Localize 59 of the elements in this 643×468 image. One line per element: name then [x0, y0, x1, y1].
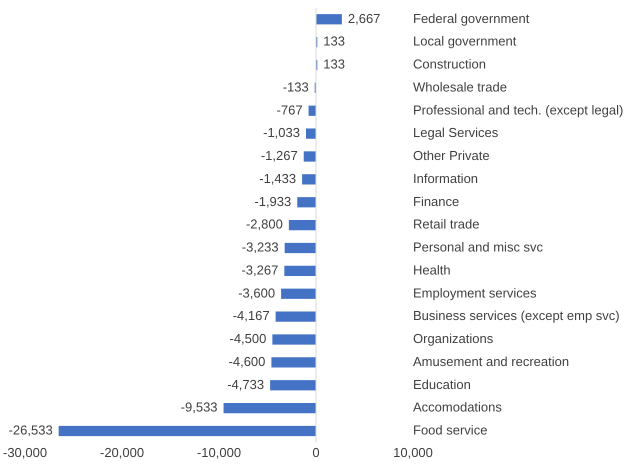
bar [276, 311, 316, 322]
y-tick-label: Employment services [413, 285, 538, 300]
bar [284, 242, 316, 254]
bar [284, 266, 316, 276]
data-label: -1,267 [260, 148, 298, 164]
data-label: -3,233 [242, 240, 279, 255]
data-label: -26,533 [8, 422, 53, 438]
bar [58, 426, 316, 436]
y-tick-label: Amusement and recreation [413, 354, 570, 369]
data-label: -1,933 [254, 194, 292, 209]
data-label: -133 [282, 79, 309, 94]
data-label: -3,267 [241, 262, 278, 278]
x-tick-label: -30,000 [3, 444, 48, 460]
x-tick-label: -10,000 [196, 444, 242, 460]
data-label: -767 [276, 102, 303, 118]
y-tick-label: Food service [413, 422, 488, 438]
y-tick-label: Legal Services [413, 125, 499, 140]
data-label: -9,533 [180, 400, 218, 415]
y-tick-label: Organizations [413, 331, 494, 346]
x-tick-label: 0 [312, 444, 320, 460]
y-tick-label: Information [413, 170, 478, 186]
data-label: -2,800 [246, 216, 283, 232]
bar [297, 197, 316, 208]
data-label: 133 [323, 34, 346, 49]
bar [302, 174, 316, 184]
data-label: 133 [323, 56, 346, 72]
data-label: -4,500 [229, 331, 266, 346]
data-label: -1,433 [259, 170, 296, 186]
y-tick-label: Wholesale trade [413, 79, 507, 94]
bar [306, 128, 316, 139]
bar [316, 14, 342, 24]
bar [288, 220, 316, 230]
x-tick-label: 10,000 [393, 444, 433, 460]
y-tick-label: Health [413, 262, 451, 278]
y-tick-label: Construction [413, 56, 486, 72]
bar [272, 334, 316, 345]
y-tick-label: Education [413, 376, 471, 392]
data-label: -1,033 [263, 125, 300, 140]
bar [224, 402, 316, 414]
y-tick-label: Other Private [413, 148, 490, 164]
y-tick-label: Local government [413, 34, 517, 49]
bar [308, 106, 316, 116]
x-tick-label: -20,000 [100, 444, 144, 460]
y-tick-label: Retail trade [413, 216, 480, 232]
y-tick-label: Business services (except emp svc) [413, 308, 620, 324]
y-tick-label: Personal and misc svc [413, 240, 544, 255]
data-label: -4,600 [228, 354, 266, 369]
y-tick-label: Professional and tech. (except legal) [413, 102, 624, 118]
bar [281, 288, 316, 299]
data-label: 2,667 [348, 10, 380, 26]
bar [270, 380, 316, 390]
bar [304, 151, 316, 162]
y-tick-label: Federal government [413, 10, 530, 26]
data-label: -3,600 [238, 285, 276, 300]
bar [271, 357, 316, 368]
data-label: -4,733 [227, 376, 264, 392]
y-tick-label: Finance [413, 194, 460, 209]
y-tick-label: Accomodations [413, 400, 502, 415]
data-label: -4,167 [232, 308, 270, 324]
